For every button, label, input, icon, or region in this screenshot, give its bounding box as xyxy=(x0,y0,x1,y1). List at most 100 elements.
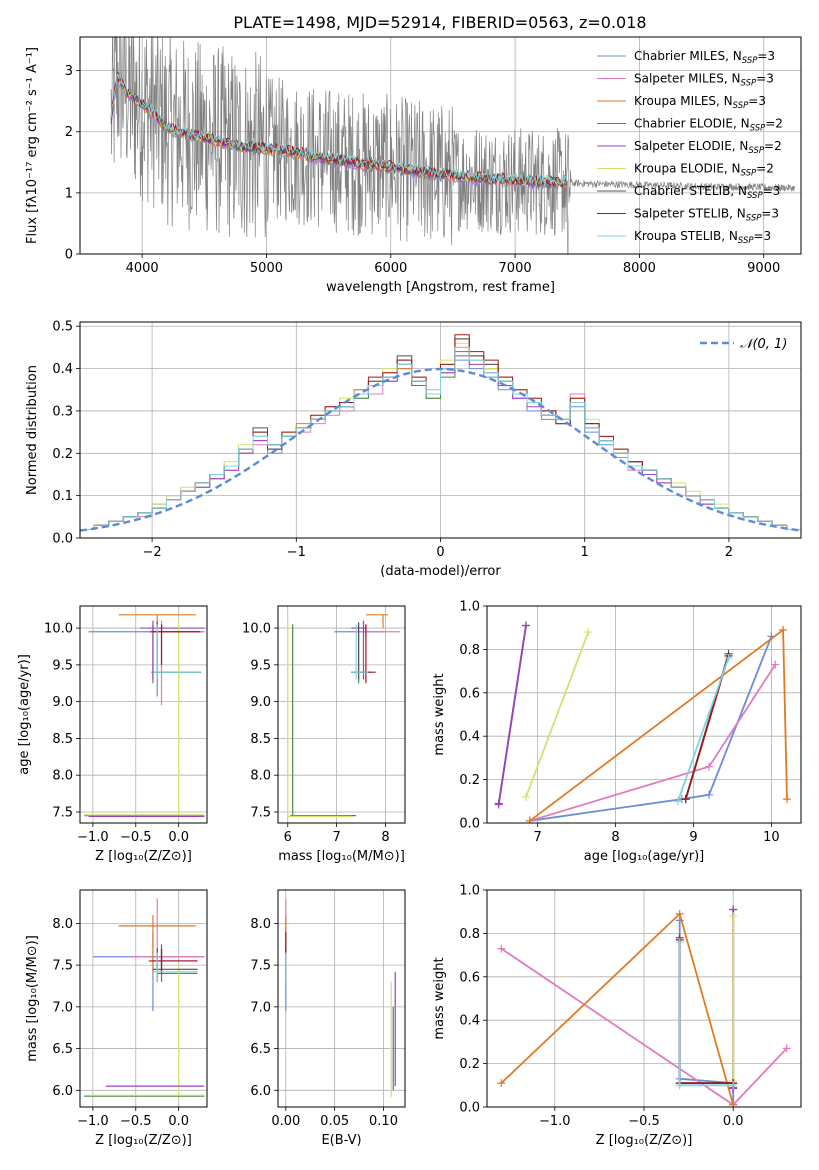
x-tick-label: 7000 xyxy=(499,261,532,276)
legend-label-text: Chabrier MILES, N xyxy=(634,49,742,63)
plot-area xyxy=(285,614,401,817)
legend-label-suffix: =3 xyxy=(763,184,781,198)
x-tick-label: 0.10 xyxy=(369,1114,398,1129)
legend-label-suffix: =2 xyxy=(756,162,774,176)
plot-area xyxy=(110,37,795,254)
model-spectrum-line xyxy=(110,72,569,254)
x-tick-label: 0.0 xyxy=(168,1114,189,1129)
x-tick-label: 1 xyxy=(581,545,589,560)
legend-label: Kroupa MILES, NSSP=3 xyxy=(634,94,766,111)
x-tick-label: 7 xyxy=(534,830,542,845)
weight-marker xyxy=(494,800,503,809)
x-axis-label: mass [log₁₀(M/M⊙)] xyxy=(278,849,405,864)
y-tick-label: 8.0 xyxy=(250,917,271,932)
plot-area xyxy=(80,334,801,532)
y-tick-label: 6.5 xyxy=(250,1042,271,1057)
weight-marker xyxy=(673,797,682,806)
axes-frame xyxy=(79,321,802,539)
figure-title: PLATE=1498, MJD=52914, FIBERID=0563, z=0… xyxy=(233,13,646,32)
y-axis-label: Flux [fλ10⁻¹⁷ erg cm⁻² s⁻¹ A⁻¹] xyxy=(25,47,40,244)
legend-label-text: Salpeter ELODIE, N xyxy=(634,139,748,153)
mass-vs-ebv-panel: 0.00 0.05 0.10 6.0 6.5 7.0 7.5 8.0 E(B-V) xyxy=(250,889,406,1148)
weight-line xyxy=(525,631,590,798)
grid xyxy=(80,606,207,823)
y-tick-label: 0.8 xyxy=(459,643,480,658)
y-tick-label: 7.5 xyxy=(52,959,73,974)
y-tick-label: 1 xyxy=(65,186,73,201)
weight-marker xyxy=(525,816,534,823)
x-tick-label: 5000 xyxy=(250,261,283,276)
x-tick-label: 0.05 xyxy=(320,1114,349,1129)
weight-marker xyxy=(521,621,530,630)
y-tick-label: 7.0 xyxy=(52,1000,73,1015)
legend-label-sub: SSP xyxy=(733,101,749,111)
axes-frame xyxy=(486,605,802,824)
y-tick-label: 10.0 xyxy=(242,622,271,637)
y-tick-label: 8.0 xyxy=(52,917,73,932)
y-tick-label: 0.1 xyxy=(52,489,73,504)
legend-label-sub: SSP xyxy=(750,124,766,134)
x-tick-label: 8 xyxy=(611,830,619,845)
x-tick-label: −0.5 xyxy=(120,1114,152,1129)
y-tick-label: 7.0 xyxy=(250,1000,271,1015)
legend-label-sub: SSP xyxy=(738,236,754,246)
y-tick-label: 8.5 xyxy=(52,732,73,747)
y-tick-label: 0.4 xyxy=(52,362,73,377)
weight-vs-z-panel: −1.0 −0.5 0.0 0.0 0.2 0.4 0.6 0.8 1.0 Z [log₁₀(Z/… xyxy=(432,884,802,1148)
y-tick-label: 0.5 xyxy=(52,320,73,335)
y-tick-label: 6.5 xyxy=(52,1042,73,1057)
x-tick-label: −1.0 xyxy=(77,830,109,845)
x-tick-label: 9000 xyxy=(747,261,780,276)
y-tick-label: 3 xyxy=(65,64,73,79)
y-tick-label: 1.0 xyxy=(459,884,480,899)
y-tick-label: 2 xyxy=(65,125,73,140)
legend-label-suffix: =2 xyxy=(765,117,783,131)
y-tick-label: 8.0 xyxy=(250,769,271,784)
y-tick-label: 0.8 xyxy=(459,927,480,942)
axes-frame xyxy=(79,889,208,1108)
weight-marker xyxy=(675,909,684,918)
weight-vs-age-panel: 7 8 9 10 0.0 0.2 0.4 0.6 0.8 1.0 age [log₁₀(age/yr… xyxy=(432,600,802,864)
weight-marker xyxy=(584,628,593,637)
legend-label-text: Salpeter STELIB, N xyxy=(634,207,746,221)
x-tick-label: 2 xyxy=(725,545,733,560)
y-tick-label: 8.5 xyxy=(250,732,271,747)
plot-area xyxy=(285,898,396,1097)
legend-label: Chabrier MILES, NSSP=3 xyxy=(634,49,775,66)
y-tick-label: 9.0 xyxy=(52,695,73,710)
legend-label-sub: SSP xyxy=(746,214,762,224)
weight-marker xyxy=(675,938,684,947)
weight-line xyxy=(497,625,527,805)
y-tick-label: 0.2 xyxy=(459,773,480,788)
legend-label-text: Kroupa ELODIE, N xyxy=(634,162,741,176)
x-axis-label: age [log₁₀(age/yr)] xyxy=(584,849,705,864)
legend-label-sub: SSP xyxy=(748,146,764,156)
x-axis-label: Z [log₁₀(Z/Z⊙)] xyxy=(95,849,192,864)
y-axis-label: mass weight xyxy=(432,957,447,1039)
legend-label: Kroupa STELIB, NSSP=3 xyxy=(634,229,771,246)
y-axis-label: Normed distribution xyxy=(25,365,40,495)
axes-frame xyxy=(277,605,406,824)
weight-marker xyxy=(497,944,506,953)
legend-label-suffix: =3 xyxy=(748,94,766,108)
weight-marker xyxy=(782,1044,791,1053)
legend-label: 𝒩(0, 1) xyxy=(740,337,787,352)
y-tick-label: 0.0 xyxy=(459,817,480,832)
x-tick-label: −2 xyxy=(143,545,162,560)
weight-line xyxy=(529,628,788,822)
weight-marker xyxy=(705,762,714,771)
grid xyxy=(80,890,207,1107)
x-tick-label: −1.0 xyxy=(539,1114,571,1129)
weight-marker xyxy=(521,792,530,801)
y-tick-label: 8.0 xyxy=(52,769,73,784)
weight-marker xyxy=(705,790,714,799)
x-tick-label: 8000 xyxy=(623,261,656,276)
y-tick-label: 0.4 xyxy=(459,1014,480,1029)
plot-area xyxy=(84,614,205,817)
y-tick-label: 7.5 xyxy=(250,959,271,974)
age-vs-z-panel: −1.0 −0.5 0.0 7.5 8.0 8.5 9.0 9.5 10.0 Z [log₁₀(Z… xyxy=(17,605,208,864)
x-tick-label: 8 xyxy=(381,830,389,845)
legend-label-text: Kroupa STELIB, N xyxy=(634,229,738,243)
y-tick-label: 0.2 xyxy=(52,447,73,462)
